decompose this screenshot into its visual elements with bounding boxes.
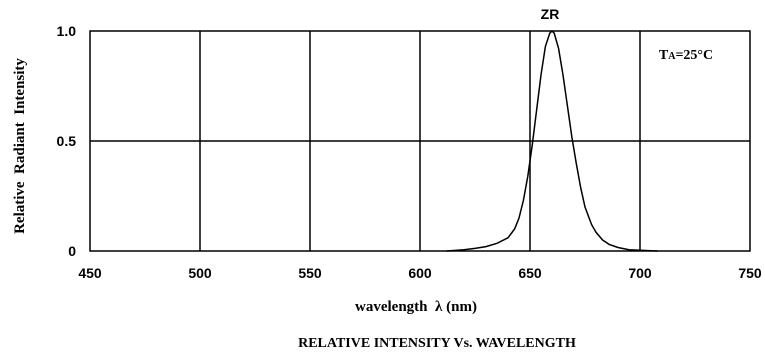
x-tick-label: 600 bbox=[408, 265, 432, 281]
peak-label: ZR bbox=[541, 6, 560, 22]
condition-prefix: T bbox=[659, 48, 669, 63]
y-tick-label: 0 bbox=[68, 243, 76, 259]
x-tick-label: 500 bbox=[188, 265, 212, 281]
condition-suffix: =25°C bbox=[675, 48, 713, 63]
y-ticks: 0 0.5 1.0 bbox=[57, 23, 77, 259]
y-tick-label: 1.0 bbox=[57, 23, 77, 39]
plot-frame bbox=[89, 30, 751, 252]
x-tick-label: 700 bbox=[628, 265, 652, 281]
y-tick-label: 0.5 bbox=[57, 133, 77, 149]
chart-title: RELATIVE INTENSITY Vs. WAVELENGTH bbox=[298, 336, 576, 351]
x-tick-label: 650 bbox=[518, 265, 542, 281]
condition-subscript: A bbox=[668, 51, 676, 62]
grid-lines bbox=[90, 31, 750, 251]
x-ticks: 450 500 550 600 650 700 750 bbox=[78, 265, 762, 281]
condition-label: TA=25°C bbox=[659, 48, 713, 63]
x-tick-label: 550 bbox=[298, 265, 322, 281]
y-axis-label: Relative Radiant Intensity bbox=[12, 58, 28, 234]
x-tick-label: 750 bbox=[738, 265, 762, 281]
x-tick-label: 450 bbox=[78, 265, 102, 281]
series-line bbox=[446, 29, 658, 252]
x-axis-label: wavelength λ (nm) bbox=[355, 299, 477, 315]
